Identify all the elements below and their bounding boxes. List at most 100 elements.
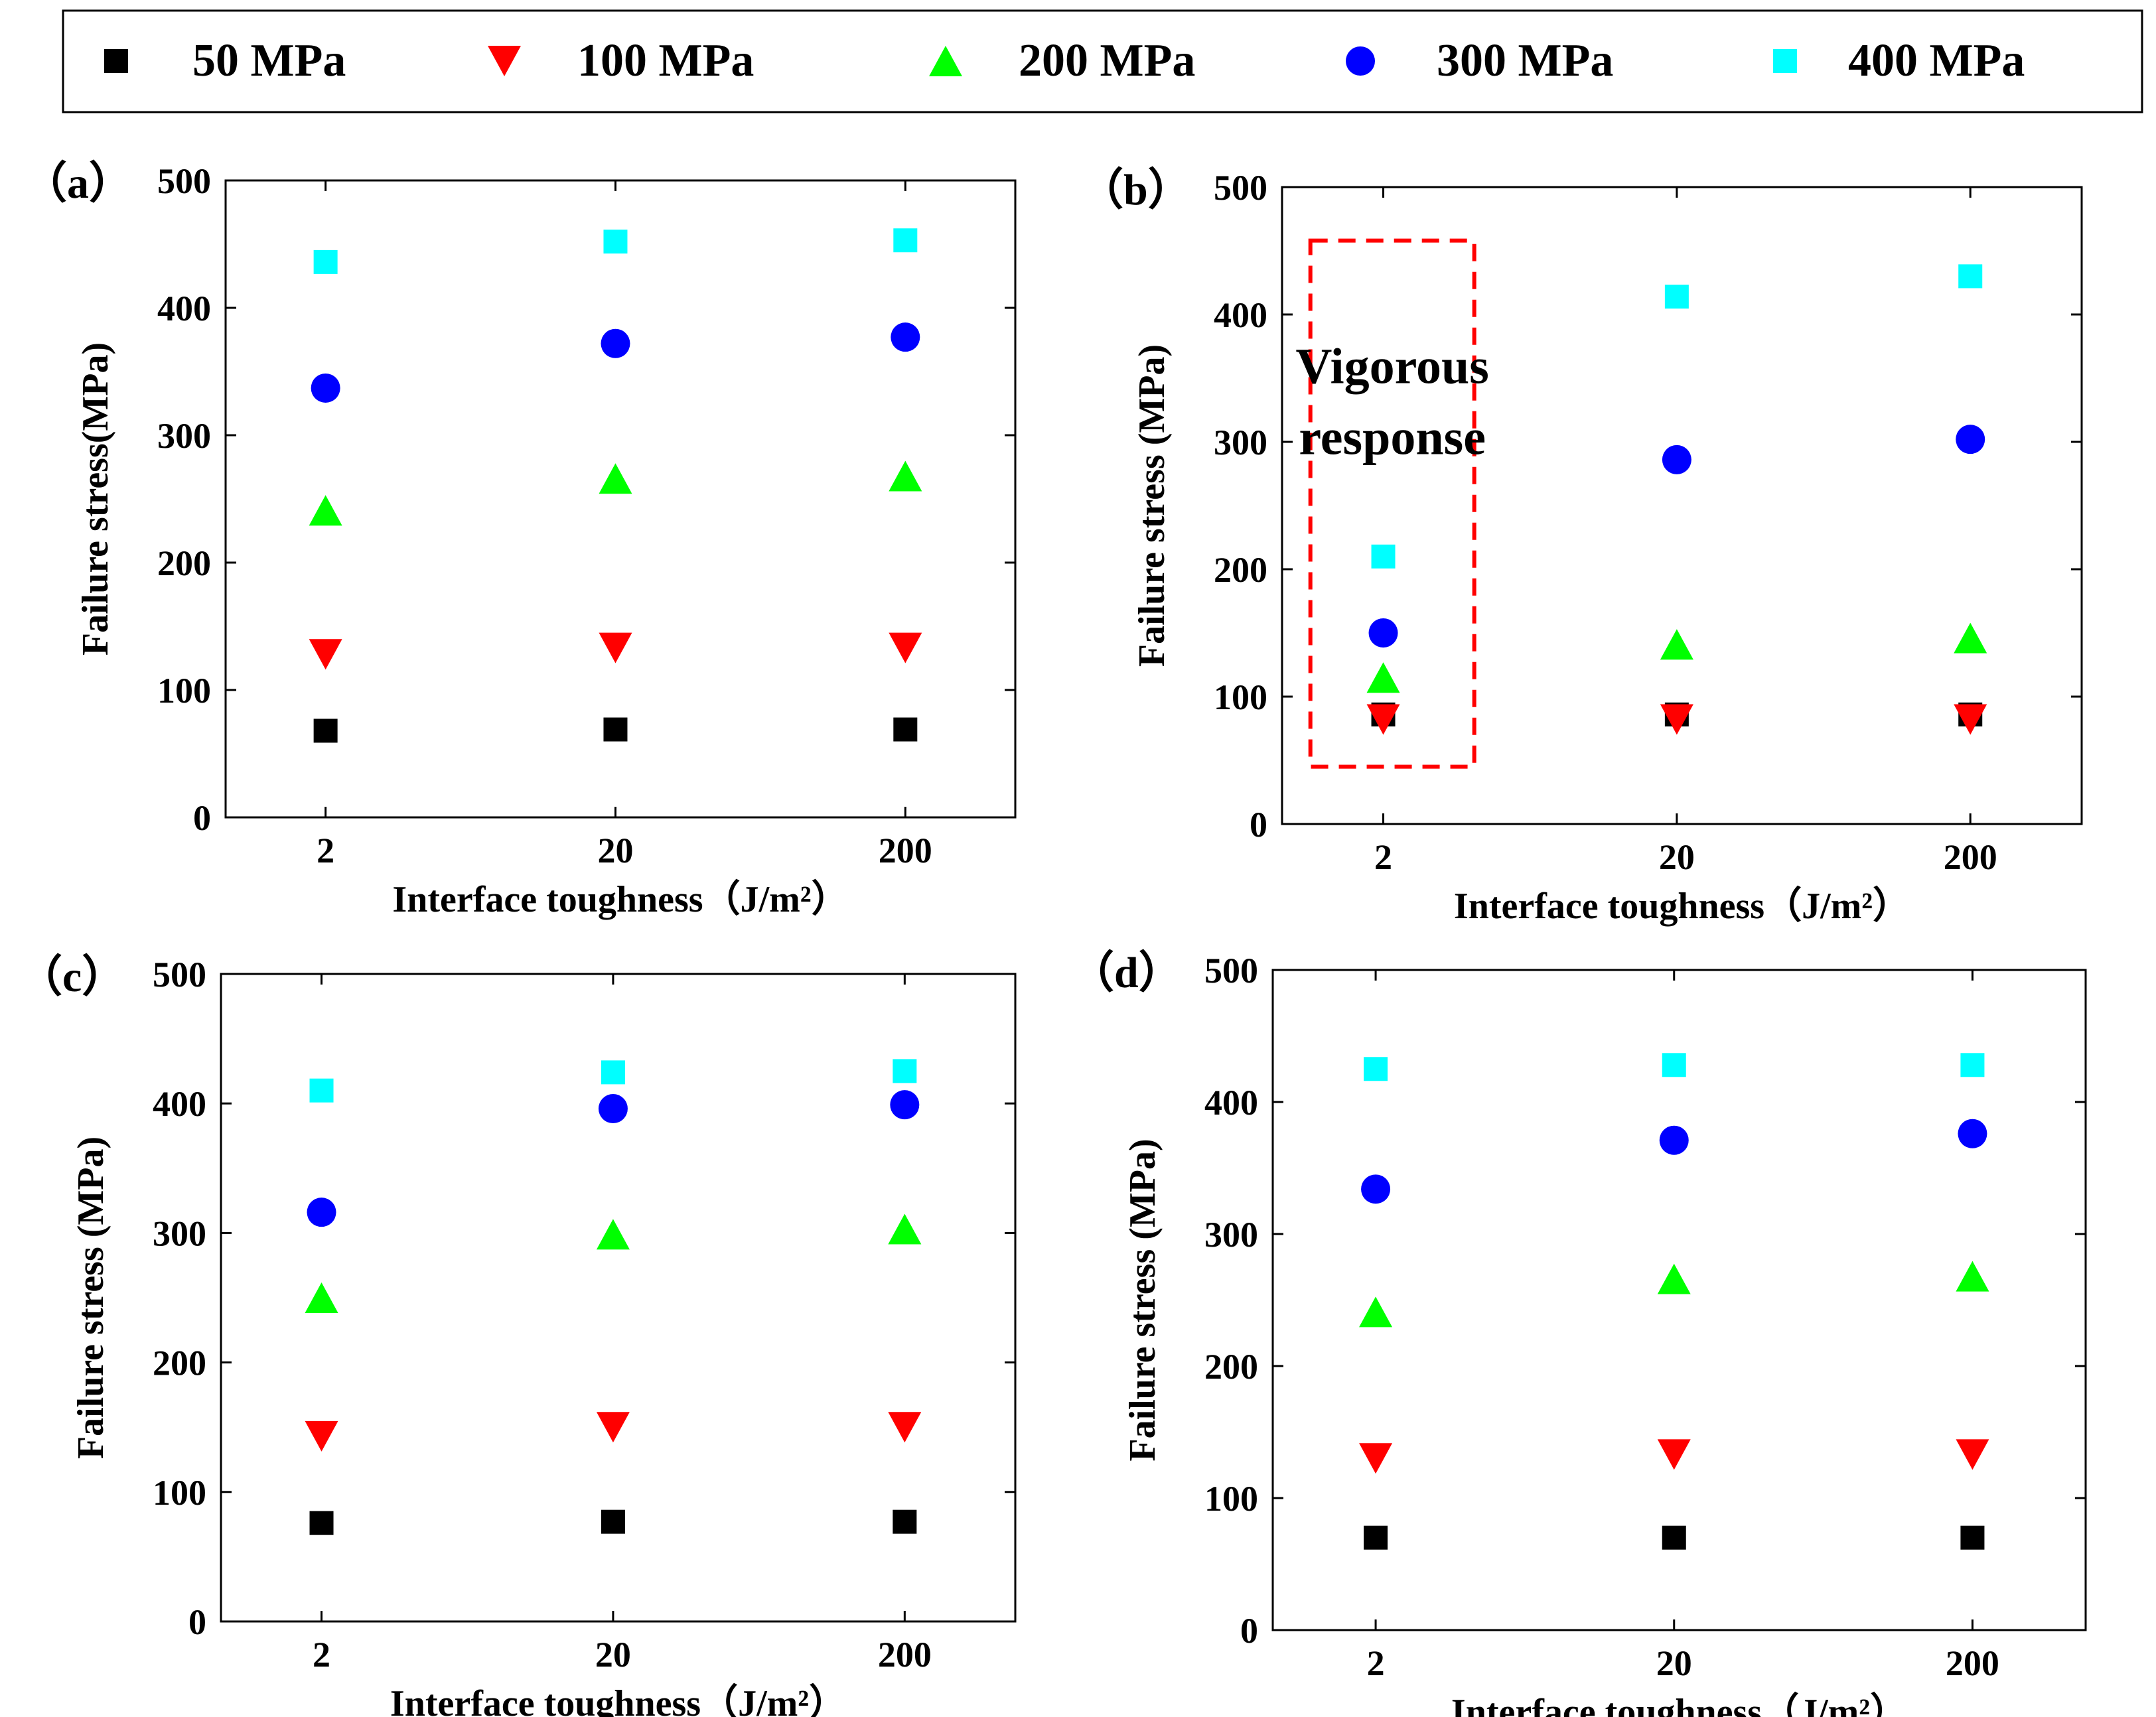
point-50-mpa-200 — [893, 1509, 917, 1534]
series-100-mpa — [1366, 704, 1987, 735]
point-200-mpa-20 — [1657, 1263, 1691, 1294]
point-50-mpa-20 — [603, 717, 628, 742]
point-400-mpa-200 — [893, 1059, 917, 1083]
legend-item-100-mpa: 100 MPa — [488, 35, 754, 86]
point-400-mpa-20 — [603, 230, 628, 254]
x-tick-label: 2 — [1374, 837, 1392, 877]
y-tick-label: 400 — [157, 289, 211, 328]
point-100-mpa-200 — [888, 1412, 922, 1443]
point-200-mpa-200 — [889, 460, 922, 492]
y-tick-label: 100 — [153, 1473, 206, 1513]
x-tick-label: 20 — [1656, 1643, 1692, 1683]
y-tick-label: 500 — [153, 955, 206, 995]
series-50-mpa — [309, 1509, 917, 1535]
series-300-mpa — [1368, 425, 1985, 648]
point-300-mpa-2 — [311, 373, 340, 403]
point-300-mpa-2 — [1361, 1174, 1391, 1204]
point-100-mpa-20 — [596, 1412, 630, 1443]
legend-item-50-mpa: 50 MPa — [104, 35, 346, 86]
point-50-mpa-200 — [1960, 1525, 1985, 1550]
annotation-line-2: response — [1299, 410, 1486, 466]
point-100-mpa-200 — [1954, 704, 1987, 735]
point-50-mpa-2 — [309, 1511, 334, 1535]
series-400-mpa — [1364, 1053, 1985, 1081]
y-tick-label: 400 — [153, 1084, 206, 1124]
x-axis-label: Interface toughness（J/m²） — [390, 1683, 846, 1717]
point-200-mpa-200 — [1956, 1261, 1989, 1292]
point-300-mpa-200 — [1958, 1119, 1987, 1148]
legend-marker-100-mpa — [488, 46, 521, 76]
point-200-mpa-20 — [596, 1219, 630, 1250]
y-tick-label: 300 — [153, 1213, 206, 1253]
point-200-mpa-200 — [888, 1213, 922, 1245]
series-400-mpa — [309, 1059, 917, 1103]
legend-item-200-mpa: 200 MPa — [929, 35, 1195, 86]
y-tick-label: 400 — [1204, 1083, 1258, 1123]
point-300-mpa-200 — [1956, 425, 1985, 454]
y-tick-label: 200 — [157, 543, 211, 583]
panel-label: （b） — [1080, 165, 1192, 214]
point-100-mpa-2 — [1359, 1443, 1393, 1474]
legend-label-200-mpa: 200 MPa — [1019, 35, 1195, 86]
plot-frame — [1271, 969, 2087, 1631]
point-300-mpa-20 — [601, 328, 630, 358]
point-200-mpa-20 — [599, 463, 632, 494]
plot-frame — [224, 179, 1017, 819]
point-200-mpa-2 — [1366, 662, 1400, 693]
panel-d: 0 100 200 300 400 500 2 20 200 Interface toughnes… — [1070, 948, 2087, 1717]
point-400-mpa-20 — [1662, 1053, 1686, 1077]
plot-frame — [1281, 186, 2083, 825]
point-300-mpa-20 — [598, 1094, 628, 1124]
y-axis-label: Failure stress(MPa) — [75, 342, 116, 655]
series-400-mpa — [1371, 264, 1983, 569]
y-axis-label: Failure stress (MPa) — [1131, 344, 1173, 667]
series-200-mpa — [1359, 1261, 1989, 1328]
point-300-mpa-200 — [890, 1090, 920, 1120]
x-tick-label: 200 — [879, 831, 932, 870]
point-200-mpa-200 — [1954, 622, 1987, 653]
series-200-mpa — [305, 1213, 922, 1313]
x-tick-label: 200 — [1944, 837, 1997, 877]
panel-label: （c） — [19, 952, 125, 1001]
panel-label: （d） — [1070, 948, 1183, 997]
y-tick-label: 500 — [157, 161, 211, 201]
x-axis-label: Interface toughness（J/m²） — [1454, 885, 1910, 927]
series-50-mpa — [1364, 1525, 1985, 1550]
legend: 50 MPa 100 MPa 200 MPa 300 MPa 400 MPa — [62, 9, 2143, 113]
point-400-mpa-2 — [1364, 1057, 1388, 1081]
y-tick-label: 400 — [1214, 295, 1267, 335]
plot-frame — [220, 973, 1017, 1623]
point-200-mpa-2 — [1359, 1296, 1393, 1328]
series-50-mpa — [313, 717, 918, 743]
point-200-mpa-20 — [1660, 629, 1693, 660]
point-200-mpa-2 — [309, 495, 342, 526]
x-axis-label: Interface toughness（J/m²） — [1451, 1691, 1907, 1717]
point-100-mpa-2 — [1366, 704, 1400, 735]
series-200-mpa — [309, 460, 922, 526]
y-tick-label: 200 — [1204, 1347, 1258, 1387]
point-300-mpa-2 — [1368, 618, 1398, 648]
series-300-mpa — [311, 322, 920, 403]
point-400-mpa-200 — [893, 228, 918, 253]
legend-marker-200-mpa — [929, 46, 962, 76]
legend-marker-50-mpa — [104, 49, 128, 73]
point-50-mpa-2 — [313, 719, 338, 743]
x-tick-label: 20 — [595, 1635, 631, 1675]
legend-label-400-mpa: 400 MPa — [1848, 35, 2025, 86]
point-100-mpa-2 — [309, 639, 342, 670]
x-tick-label: 200 — [878, 1635, 932, 1675]
point-100-mpa-20 — [599, 632, 632, 663]
x-tick-label: 2 — [313, 1635, 330, 1675]
y-tick-label: 0 — [188, 1602, 206, 1642]
point-300-mpa-20 — [1659, 1125, 1689, 1155]
y-tick-label: 200 — [153, 1343, 206, 1383]
y-axis-label: Failure stress (MPa) — [1122, 1138, 1163, 1461]
y-tick-label: 300 — [157, 416, 211, 456]
panel-a: 0 100 200 300 400 500 2 20 200 Interface toughnes… — [23, 159, 1017, 920]
y-tick-label: 500 — [1204, 951, 1258, 991]
y-tick-label: 200 — [1214, 550, 1267, 590]
y-tick-label: 500 — [1214, 168, 1267, 208]
annotation-line-1: Vigorous — [1295, 339, 1488, 395]
y-tick-label: 100 — [157, 671, 211, 711]
